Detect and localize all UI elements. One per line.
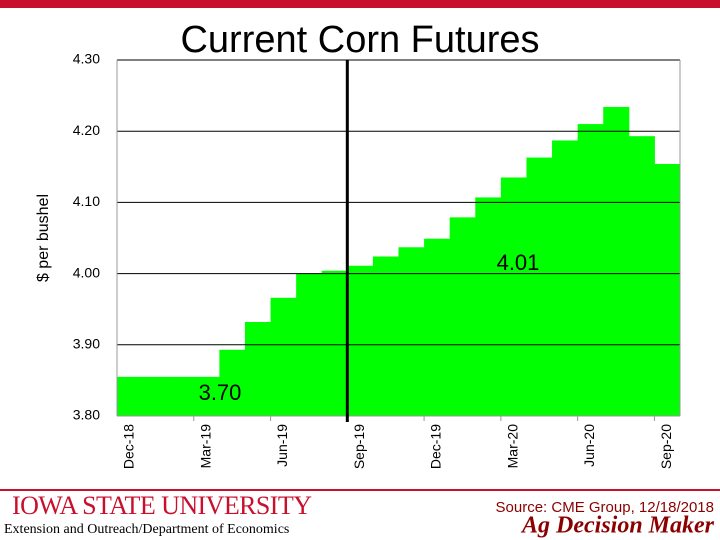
x-tick-label: Sep-19 — [351, 424, 367, 469]
source: Source: CME Group, 12/18/2018 — [496, 499, 714, 516]
department: Extension and Outreach/Department of Eco… — [4, 522, 289, 537]
x-tick-label: Dec-18 — [120, 424, 136, 469]
x-tick-label: Mar-19 — [197, 424, 213, 469]
y-tick-label: 3.90 — [73, 336, 100, 352]
bar — [142, 376, 169, 416]
x-tick-label: Jun-19 — [274, 424, 290, 467]
bar — [603, 106, 630, 416]
top-band — [0, 0, 720, 8]
bar — [117, 376, 144, 416]
bar — [552, 140, 579, 416]
x-tick-label: Sep-20 — [658, 424, 674, 469]
bar — [347, 265, 374, 416]
bar — [475, 197, 502, 416]
bar — [219, 349, 246, 416]
x-tick-label: Dec-19 — [428, 424, 444, 469]
bar — [321, 270, 348, 416]
y-tick-label: 3.80 — [73, 407, 100, 423]
y-tick-label: 4.00 — [73, 264, 100, 280]
brand: Ag Decision Maker — [520, 513, 715, 539]
bar — [424, 238, 451, 416]
y-tick-label: 4.10 — [73, 193, 100, 209]
annotation: 4.01 — [497, 250, 540, 275]
y-tick-label: 4.30 — [73, 51, 100, 67]
bar — [244, 322, 272, 416]
x-tick-label: Jun-20 — [581, 424, 597, 467]
university-name: Iowa State University — [12, 491, 312, 520]
y-tick-label: 4.20 — [73, 122, 100, 138]
bar — [193, 376, 220, 416]
bar — [654, 163, 681, 416]
bar — [168, 376, 195, 416]
bar — [372, 256, 399, 416]
bar — [270, 297, 297, 416]
bar — [628, 136, 655, 416]
x-tick-label: Mar-20 — [504, 424, 520, 469]
y-axis-label: $ per bushel — [35, 194, 52, 282]
bar — [526, 157, 553, 416]
annotation: 3.70 — [199, 380, 242, 405]
bar — [500, 177, 527, 416]
bar — [577, 124, 604, 416]
chart-title: Current Corn Futures — [180, 19, 539, 61]
bar — [398, 247, 425, 416]
bar — [449, 217, 476, 416]
